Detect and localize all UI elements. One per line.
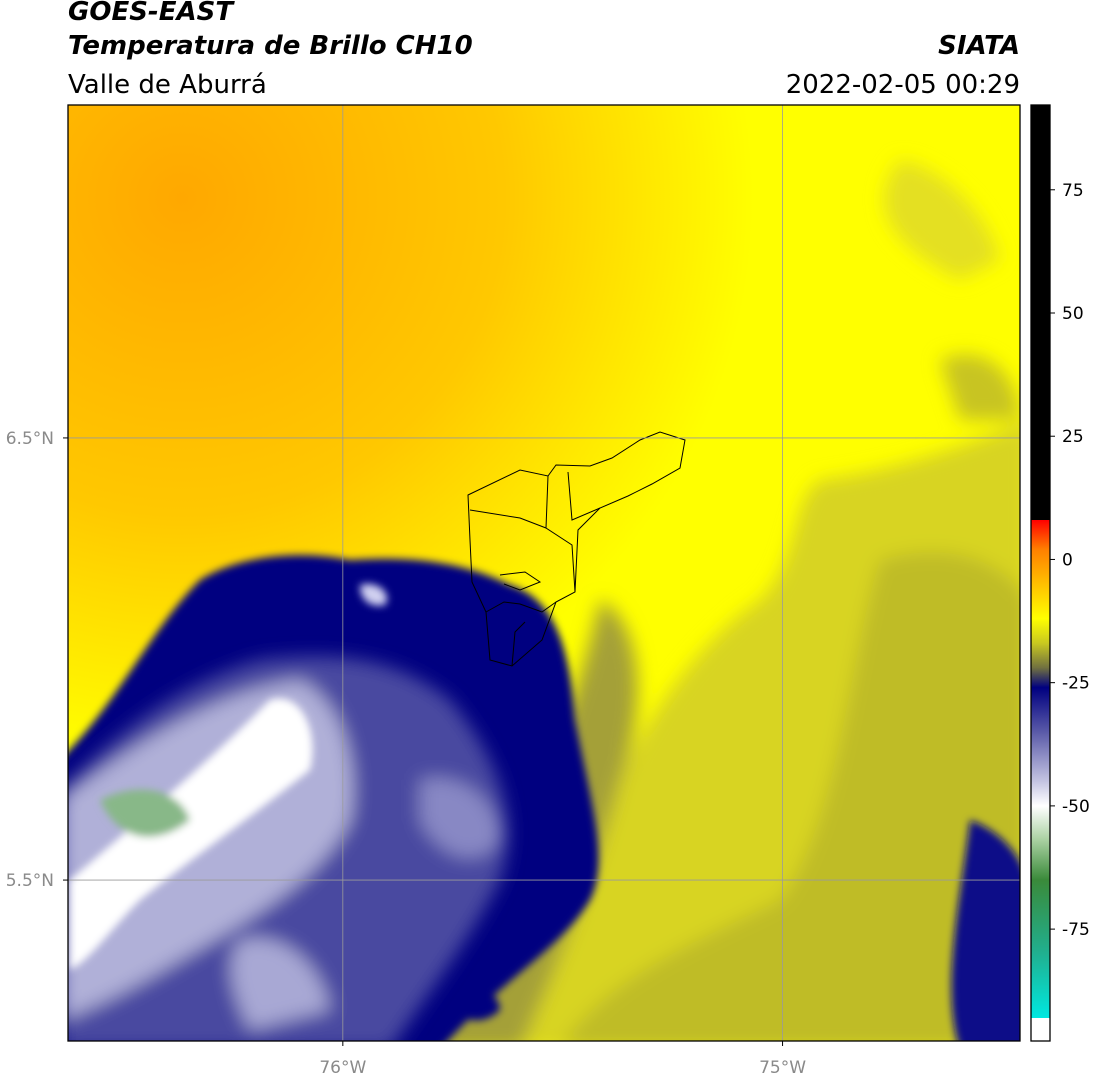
subtitle: Temperatura de Brillo CH10 (68, 31, 473, 61)
colorbar-tick-label: 25 (1062, 427, 1084, 447)
y-tick-label: 6.5°N (6, 429, 54, 449)
x-tick-label: 75°W (759, 1058, 806, 1078)
region: Valle de Aburrá (68, 70, 267, 100)
colorbar (1030, 104, 1051, 1042)
colorbar-tick-label: -50 (1062, 797, 1090, 817)
colorbar-tick-label: -25 (1062, 674, 1090, 694)
municipal-boundaries (467, 431, 686, 667)
colorbar-tick-label: -75 (1062, 920, 1090, 940)
colorbar-tick-label: 75 (1062, 181, 1084, 201)
title: GOES-EAST (68, 0, 235, 27)
plot-frame (67, 104, 1021, 1042)
axes: 76°W 75°W 6.5°N 5.5°N (6, 105, 1020, 1078)
y-tick-label: 5.5°N (6, 871, 54, 891)
datetime: 2022-02-05 00:29 (786, 70, 1020, 100)
colorbar-tick-label: 50 (1062, 304, 1084, 324)
brightness-field (68, 105, 1020, 1041)
source: SIATA (938, 31, 1020, 61)
colorbar-tick-label: 0 (1062, 550, 1073, 570)
x-tick-label: 76°W (319, 1058, 366, 1078)
